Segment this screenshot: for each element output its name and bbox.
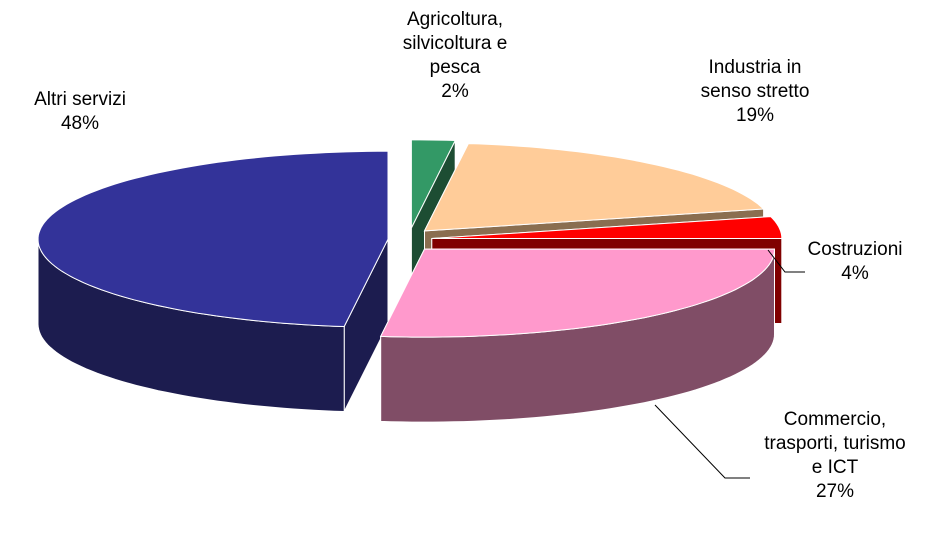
- label-category: Commercio, trasporti, turismo e ICT: [764, 409, 906, 478]
- leader-line: [767, 249, 805, 273]
- label-value: 2%: [441, 81, 469, 102]
- label-category: Agricoltura, silvicoltura e pesca: [402, 9, 508, 78]
- slice: [37, 150, 389, 413]
- data-label: Costruzioni 4%: [790, 238, 920, 286]
- label-value: 4%: [841, 263, 869, 284]
- slice-top: [423, 143, 765, 232]
- slice-top: [410, 139, 457, 229]
- label-category: Costruzioni: [807, 239, 903, 260]
- slice-top: [431, 216, 783, 239]
- data-label: Industria in senso stretto 19%: [685, 56, 825, 128]
- label-value: 19%: [735, 105, 775, 126]
- slice-top: [379, 248, 776, 338]
- label-category: Altri servizi: [34, 89, 126, 110]
- leader-line: [654, 404, 750, 479]
- data-label: Commercio, trasporti, turismo e ICT 27%: [760, 408, 910, 504]
- label-category: Industria in senso stretto: [700, 57, 810, 102]
- label-value: 27%: [815, 481, 855, 502]
- data-label: Agricoltura, silvicoltura e pesca 2%: [375, 8, 535, 104]
- label-value: 48%: [60, 113, 100, 134]
- slice: [379, 248, 776, 423]
- slice-top: [37, 150, 389, 328]
- data-label: Altri servizi 48%: [15, 88, 145, 136]
